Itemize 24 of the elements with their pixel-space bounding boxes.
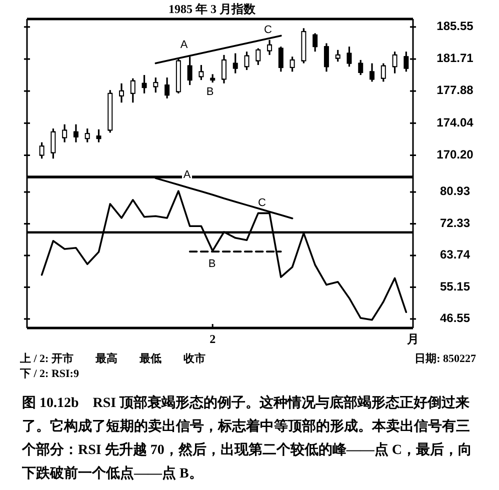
- y-tick-label: 181.71: [436, 51, 474, 66]
- y-tick-label: 177.88: [436, 83, 474, 98]
- caption: 图 10.12b RSI 顶部衰竭形态的例子。这种情况与底部竭形态正好倒过来了。它构成了短期的卖出信号，标志着中等顶部的形成。本卖出信号有三个部分：RSI 先升越 70，然后，出现第二个较低的峰——点 C，最后，向下跌破前一个低点——点 B。: [21, 394, 472, 482]
- line-series: [154, 34, 282, 64]
- text: 上 / 2: 开市 最高 最低 收市: [19, 352, 206, 365]
- y-tick-label: 80.93: [440, 184, 470, 198]
- annotation: B: [206, 86, 214, 98]
- y-tick-label: 185.55: [436, 19, 474, 34]
- chart-title: 1985 年 3 月指数: [168, 2, 256, 16]
- x-tick-label: 2: [210, 332, 216, 346]
- text: 日期: 850227: [414, 352, 476, 365]
- annotation: B: [208, 258, 216, 270]
- y-tick-label: 174.04: [436, 115, 474, 130]
- y-tick-label: 55.15: [440, 279, 470, 294]
- text: 下 / 2: RSI:9: [19, 368, 80, 380]
- y-tick-label: 170.20: [436, 147, 474, 162]
- x-axis-title: 月: [406, 332, 419, 346]
- y-tick-label: 46.55: [440, 311, 470, 326]
- annotation: C: [264, 24, 272, 36]
- y-tick-label: 63.74: [440, 248, 470, 262]
- y-tick-label: 72.33: [440, 216, 470, 230]
- annotation: C: [258, 196, 266, 209]
- annotation: A: [180, 38, 188, 51]
- annotation: A: [183, 168, 192, 181]
